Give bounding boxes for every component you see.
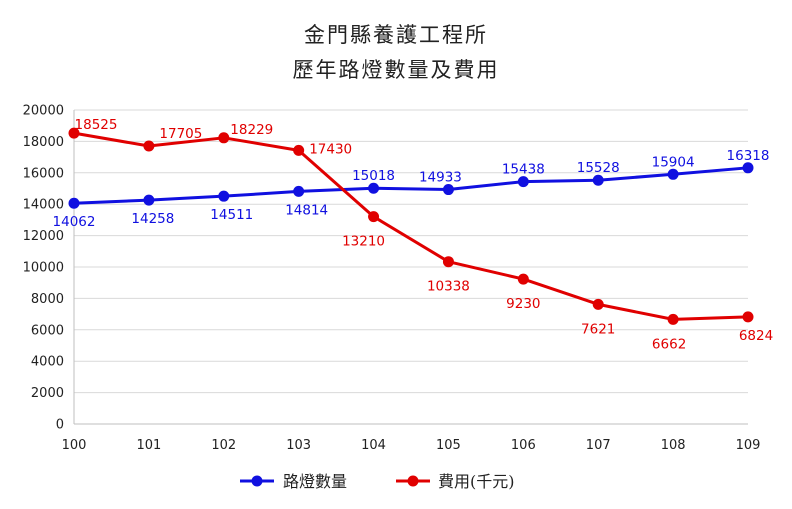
legend-marker-cost [407, 475, 419, 487]
x-tick-label: 101 [136, 438, 161, 453]
data-label-lamp-count: 14258 [131, 211, 174, 227]
data-label-cost: 7621 [581, 321, 615, 337]
series-line-lamp-count [73, 166, 749, 205]
y-tick-label: 14000 [23, 198, 64, 213]
data-label-lamp-count: 15904 [652, 154, 695, 170]
series-layer [68, 127, 754, 325]
y-tick-label: 8000 [31, 292, 64, 307]
data-point-cost [143, 140, 155, 152]
data-label-cost: 6824 [739, 328, 773, 344]
y-tick-label: 20000 [23, 104, 64, 119]
data-label-lamp-count: 16318 [727, 148, 770, 164]
data-point-lamp-count [667, 168, 679, 180]
data-point-lamp-count [293, 185, 305, 197]
y-tick-label: 16000 [23, 166, 64, 181]
data-label-cost: 17705 [159, 126, 202, 142]
data-label-lamp-count: 14814 [285, 202, 328, 218]
data-label-lamp-count: 14933 [419, 170, 462, 186]
data-point-cost [742, 311, 754, 323]
x-tick-label: 107 [586, 438, 611, 453]
data-point-cost [218, 132, 230, 144]
gridlines [74, 109, 748, 425]
x-tick-label: 102 [211, 438, 236, 453]
x-tick-label: 105 [436, 438, 461, 453]
data-point-cost [68, 127, 80, 139]
y-tick-label: 0 [56, 418, 64, 433]
data-point-lamp-count [517, 176, 529, 188]
legend-marker-lamp-count [251, 475, 263, 487]
x-tick-label: 100 [62, 438, 87, 453]
data-point-lamp-count [592, 174, 604, 186]
x-tick-label: 108 [661, 438, 686, 453]
data-point-cost [592, 298, 604, 310]
y-tick-label: 6000 [31, 323, 64, 338]
data-point-lamp-count [143, 194, 155, 206]
data-point-cost [442, 256, 454, 268]
data-point-lamp-count [368, 182, 380, 194]
data-point-cost [368, 211, 380, 223]
y-tick-label: 4000 [31, 355, 64, 370]
data-label-lamp-count: 14062 [53, 214, 96, 230]
data-point-lamp-count [742, 162, 754, 174]
data-point-cost [517, 273, 529, 285]
data-label-cost: 18525 [75, 117, 118, 133]
axes: 0 2000 4000 6000 8000 10000 12000 14000 16000 180… [23, 104, 761, 454]
data-point-lamp-count [68, 197, 80, 209]
x-tick-label: 106 [511, 438, 536, 453]
data-labels: 14062 14258 14511 14814 15018 14933 15438 15528… [53, 117, 774, 352]
series-line-cost [73, 131, 749, 321]
data-label-cost: 13210 [342, 234, 385, 250]
x-tick-label: 103 [286, 438, 311, 453]
y-tick-label: 2000 [31, 386, 64, 401]
legend-label-cost: 費用(千元) [438, 472, 515, 491]
x-tick-label: 104 [361, 438, 386, 453]
legend-label-lamp-count: 路燈數量 [283, 472, 347, 491]
x-tick-label: 109 [736, 438, 761, 453]
data-point-lamp-count [218, 190, 230, 202]
y-tick-label: 18000 [23, 135, 64, 150]
data-label-cost: 10338 [427, 279, 470, 295]
data-point-cost [293, 144, 305, 156]
data-label-cost: 9230 [506, 296, 540, 312]
data-label-cost: 6662 [652, 336, 686, 352]
data-label-cost: 17430 [309, 141, 352, 157]
y-tick-label: 12000 [23, 229, 64, 244]
data-label-lamp-count: 15438 [502, 162, 545, 178]
y-tick-label: 10000 [23, 261, 64, 276]
data-point-cost [667, 313, 679, 325]
data-label-lamp-count: 14511 [210, 207, 253, 223]
data-label-cost: 18229 [230, 122, 273, 138]
data-label-lamp-count: 15528 [577, 160, 620, 176]
chart-title: 金門縣養護工程所 [304, 23, 488, 47]
chart-subtitle: 歷年路燈數量及費用 [293, 58, 500, 82]
data-point-lamp-count [442, 184, 454, 196]
data-label-lamp-count: 15018 [352, 168, 395, 184]
legend: 路燈數量 費用(千元) [240, 472, 515, 491]
